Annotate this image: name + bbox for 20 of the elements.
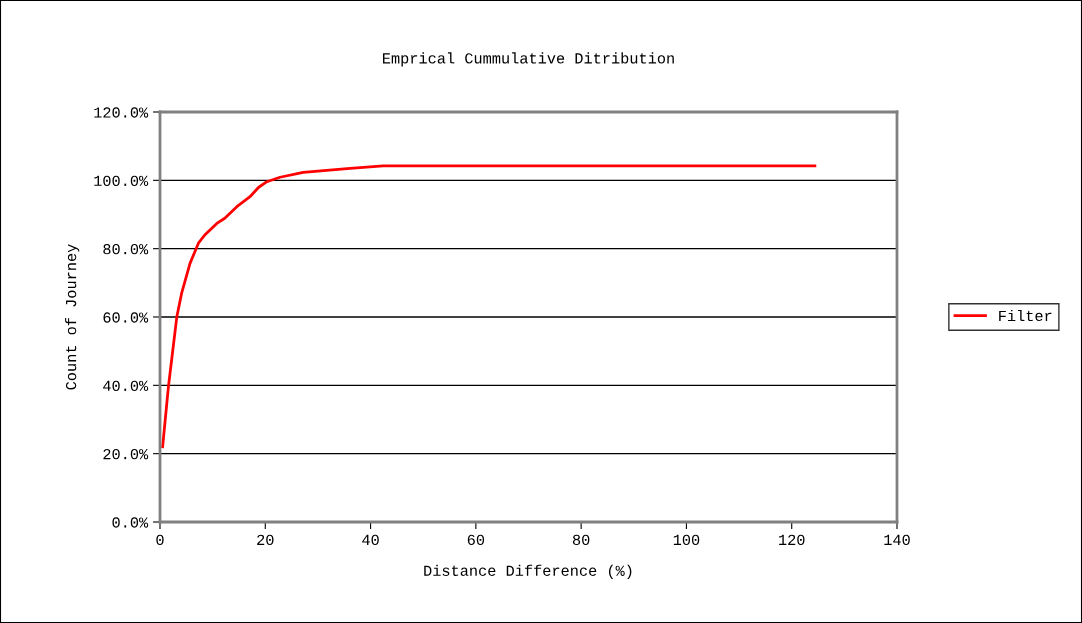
x-tick-label: 120 [779, 534, 805, 546]
chart-title: Emprical Cummulative Ditribution [383, 52, 674, 67]
x-tick-label: 40 [362, 534, 379, 546]
x-tick-label: 20 [257, 534, 274, 546]
y-tick-label: 100.0% [94, 175, 149, 187]
y-tick-label: 20.0% [103, 448, 149, 460]
line-series [161, 164, 817, 449]
x-tick-label: 80 [572, 534, 590, 546]
x-tick-label: 140 [884, 534, 910, 546]
x-tick-label: 60 [467, 534, 485, 546]
x-tick-label: 100 [673, 534, 700, 546]
y-tick-label: 80.0% [103, 243, 149, 255]
x-tick-label: 0 [156, 534, 164, 546]
legend-label: Filter [999, 309, 1052, 322]
x-axis-title: Distance Difference (%) [424, 564, 632, 579]
y-axis-title: Count of Journey [65, 244, 80, 390]
y-tick-label: 0.0% [112, 517, 149, 528]
y-tick-label: 40.0% [103, 380, 149, 392]
y-tick-label: 120.0% [94, 107, 149, 118]
y-tick-label: 60.0% [103, 312, 149, 323]
